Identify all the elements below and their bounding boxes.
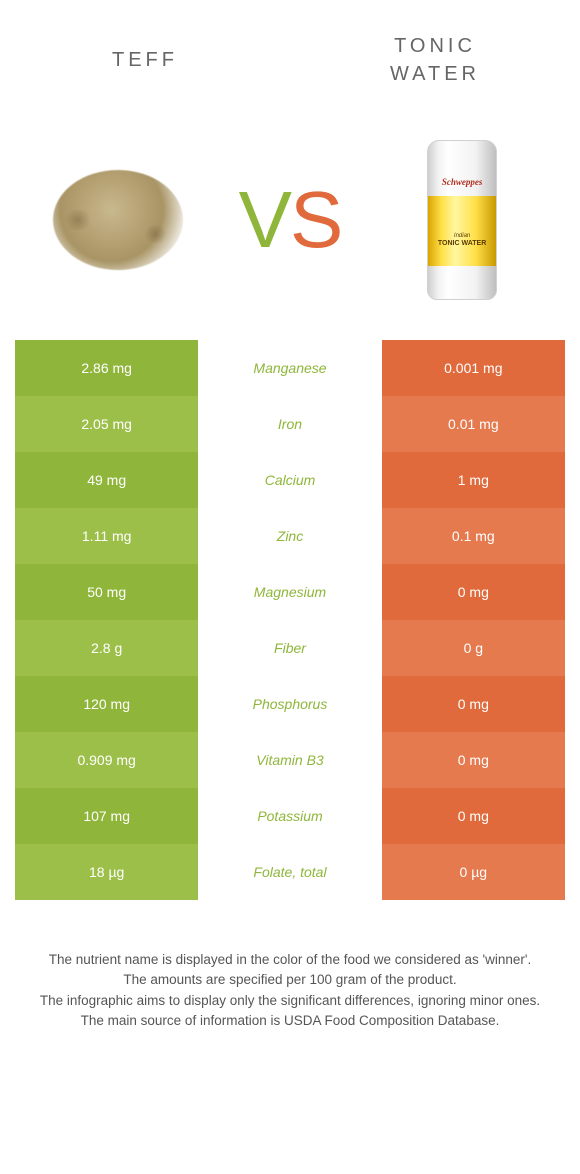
header-right-l1: Tonic (394, 35, 476, 57)
right-value: 0 g (382, 620, 565, 676)
header-right-l2: water (390, 63, 480, 85)
right-value: 0.001 mg (382, 340, 565, 396)
nutrient-name: Calcium (198, 452, 381, 508)
hero-row: VS Schweppes Indian TONIC WATER (0, 120, 580, 320)
nutrient-name: Vitamin B3 (198, 732, 381, 788)
table-row: 50 mgMagnesium0 mg (15, 564, 565, 620)
teff-image (43, 145, 193, 295)
nutrient-name: Fiber (198, 620, 381, 676)
right-value: 0 mg (382, 732, 565, 788)
nutrient-name: Manganese (198, 340, 381, 396)
can-brand: Schweppes (428, 177, 496, 187)
nutrient-name: Folate, total (198, 844, 381, 900)
can-sub: Indian (428, 233, 496, 240)
can-name: TONIC WATER (428, 240, 496, 248)
vs-v: V (239, 175, 290, 264)
nutrient-name: Magnesium (198, 564, 381, 620)
table-row: 2.8 gFiber0 g (15, 620, 565, 676)
nutrient-name: Phosphorus (198, 676, 381, 732)
header-left: Teff (0, 46, 290, 74)
left-value: 49 mg (15, 452, 198, 508)
nutrient-name: Zinc (198, 508, 381, 564)
left-value: 18 µg (15, 844, 198, 900)
table-row: 2.86 mgManganese0.001 mg (15, 340, 565, 396)
nutrient-name: Potassium (198, 788, 381, 844)
header-right: Tonic water (290, 32, 580, 88)
left-value: 2.05 mg (15, 396, 198, 452)
footer-l4: The main source of information is USDA F… (30, 1011, 550, 1031)
table-row: 107 mgPotassium0 mg (15, 788, 565, 844)
table-row: 2.05 mgIron0.01 mg (15, 396, 565, 452)
footer-notes: The nutrient name is displayed in the co… (0, 950, 580, 1031)
can-text: Indian TONIC WATER (428, 233, 496, 247)
header: Teff Tonic water (0, 0, 580, 120)
left-value: 107 mg (15, 788, 198, 844)
left-value: 2.86 mg (15, 340, 198, 396)
vs-s: S (290, 175, 341, 264)
teff-pile-icon (53, 170, 183, 270)
footer-l2: The amounts are specified per 100 gram o… (30, 970, 550, 990)
nutrient-name: Iron (198, 396, 381, 452)
table-row: 0.909 mgVitamin B30 mg (15, 732, 565, 788)
footer-l3: The infographic aims to display only the… (30, 991, 550, 1011)
can-icon: Schweppes Indian TONIC WATER (427, 140, 497, 300)
table-row: 1.11 mgZinc0.1 mg (15, 508, 565, 564)
right-value: 0 mg (382, 564, 565, 620)
left-value: 0.909 mg (15, 732, 198, 788)
left-value: 120 mg (15, 676, 198, 732)
right-value: 0.1 mg (382, 508, 565, 564)
table-row: 49 mgCalcium1 mg (15, 452, 565, 508)
right-value: 0 µg (382, 844, 565, 900)
table-row: 18 µgFolate, total0 µg (15, 844, 565, 900)
right-value: 0 mg (382, 676, 565, 732)
left-value: 50 mg (15, 564, 198, 620)
right-value: 0 mg (382, 788, 565, 844)
vs-label: VS (239, 174, 342, 266)
right-value: 1 mg (382, 452, 565, 508)
footer-l1: The nutrient name is displayed in the co… (30, 950, 550, 970)
right-value: 0.01 mg (382, 396, 565, 452)
tonic-image: Schweppes Indian TONIC WATER (387, 145, 537, 295)
left-value: 2.8 g (15, 620, 198, 676)
nutrient-table: 2.86 mgManganese0.001 mg2.05 mgIron0.01 … (15, 340, 565, 900)
table-row: 120 mgPhosphorus0 mg (15, 676, 565, 732)
left-value: 1.11 mg (15, 508, 198, 564)
